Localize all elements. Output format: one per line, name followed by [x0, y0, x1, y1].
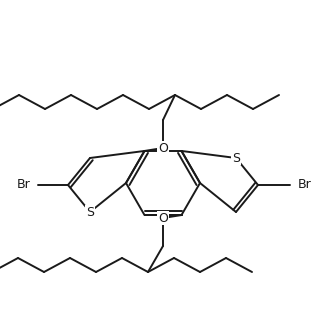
Text: O: O	[158, 212, 168, 224]
Text: O: O	[158, 142, 168, 154]
Text: S: S	[232, 151, 240, 164]
Text: S: S	[86, 206, 94, 218]
Text: Br: Br	[298, 179, 312, 191]
Text: Br: Br	[16, 179, 30, 191]
